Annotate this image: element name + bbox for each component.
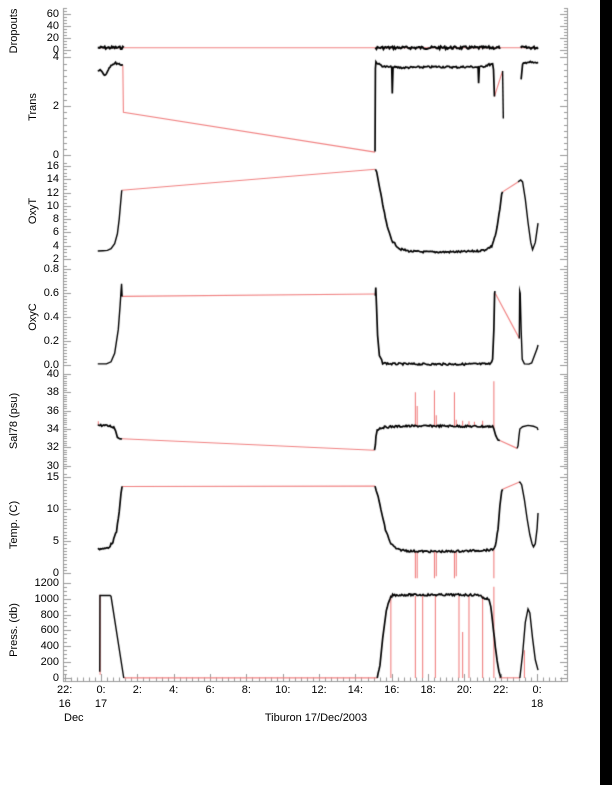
y-tick-label-press: 400 bbox=[40, 640, 59, 653]
y-tick-label-sal78: 32 bbox=[46, 441, 59, 454]
x-tick-label: 10: bbox=[275, 684, 291, 696]
y-tick-label-oxyc: 0.0 bbox=[43, 359, 59, 372]
plot-title: Tiburon 17/Dec/2003 bbox=[264, 712, 368, 724]
y-tick-label-sal78: 36 bbox=[46, 404, 59, 417]
y-tick-label-temp: 5 bbox=[52, 535, 59, 548]
y-tick-label-temp: 15 bbox=[46, 471, 59, 484]
y-tick-label-dropouts: 40 bbox=[46, 19, 59, 32]
y-tick-label-press: 0 bbox=[52, 671, 59, 684]
x-tick-label: 20: bbox=[456, 684, 473, 696]
right-black-strip bbox=[600, 0, 612, 785]
x-tick-label: 18: bbox=[420, 684, 436, 696]
y-tick-label-press: 600 bbox=[40, 624, 59, 637]
y-axis-title-trans: Trans bbox=[27, 93, 39, 121]
x-axis-day-label: 17 bbox=[94, 698, 108, 710]
y-tick-label-temp: 10 bbox=[46, 503, 59, 516]
y-tick-label-sal78: 34 bbox=[46, 423, 59, 436]
y-tick-label-oxyt: 2 bbox=[52, 253, 59, 265]
y-tick-label-press: 1200 bbox=[34, 576, 59, 589]
x-tick-label: 0: bbox=[96, 684, 106, 696]
y-tick-label-oxyc: 0.4 bbox=[43, 311, 59, 324]
y-axis-title-temp: Temp. (C) bbox=[8, 500, 20, 550]
y-tick-label-press: 1000 bbox=[34, 592, 59, 605]
x-tick-label: 4: bbox=[169, 684, 179, 696]
x-axis-month-label: Dec bbox=[64, 712, 84, 724]
y-tick-label-oxyc: 0.6 bbox=[43, 287, 59, 300]
y-tick-label-oxyt: 14 bbox=[46, 173, 59, 186]
y-tick-label-dropouts: 20 bbox=[46, 31, 59, 44]
y-axis-title-dropouts: Dropouts bbox=[8, 8, 20, 54]
y-tick-label-dropouts: 0 bbox=[52, 43, 59, 56]
y-tick-label-dropouts: 60 bbox=[46, 7, 59, 20]
x-tick-label: 6: bbox=[205, 684, 215, 696]
x-tick-label: 0: bbox=[532, 684, 542, 696]
y-tick-label-oxyt: 10 bbox=[46, 199, 59, 212]
y-tick-label-oxyc: 0.2 bbox=[43, 335, 59, 348]
y-tick-label-oxyt: 8 bbox=[52, 213, 59, 226]
x-axis-day-label: 16 bbox=[58, 698, 71, 710]
y-tick-label-sal78: 30 bbox=[46, 459, 59, 472]
y-tick-label-trans: 0 bbox=[52, 149, 59, 162]
y-tick-label-sal78: 40 bbox=[46, 367, 59, 380]
x-tick-label: 8: bbox=[241, 684, 251, 696]
y-tick-label-oxyt: 6 bbox=[52, 226, 59, 239]
y-tick-label-temp: 0 bbox=[52, 567, 59, 580]
y-tick-label-sal78: 38 bbox=[46, 386, 59, 399]
y-tick-label-press: 800 bbox=[40, 608, 59, 621]
x-tick-label: 2: bbox=[132, 684, 142, 696]
y-tick-label-oxyt: 4 bbox=[52, 239, 59, 252]
y-tick-label-press: 200 bbox=[40, 656, 59, 669]
x-tick-label: 14: bbox=[347, 684, 364, 696]
x-tick-label: 16: bbox=[384, 684, 400, 696]
x-axis-day-label: 18 bbox=[530, 698, 544, 710]
y-axis-title-press: Press. (db) bbox=[8, 603, 20, 657]
x-tick-label: 12: bbox=[311, 684, 327, 696]
x-tick-label: 22: bbox=[57, 684, 73, 696]
y-axis-title-sal78: Sal78 (psu) bbox=[8, 392, 20, 450]
y-axis-title-oxyc: OxyC bbox=[27, 302, 39, 331]
y-tick-label-oxyt: 12 bbox=[46, 186, 59, 199]
y-tick-label-oxyt: 16 bbox=[46, 159, 59, 172]
y-tick-label-oxyc: 0.8 bbox=[43, 263, 59, 276]
y-axis-title-oxyt: OxyT bbox=[27, 197, 39, 225]
y-tick-label-trans: 4 bbox=[52, 51, 59, 64]
y-tick-label-trans: 2 bbox=[52, 100, 59, 113]
x-tick-label: 22: bbox=[493, 684, 509, 696]
